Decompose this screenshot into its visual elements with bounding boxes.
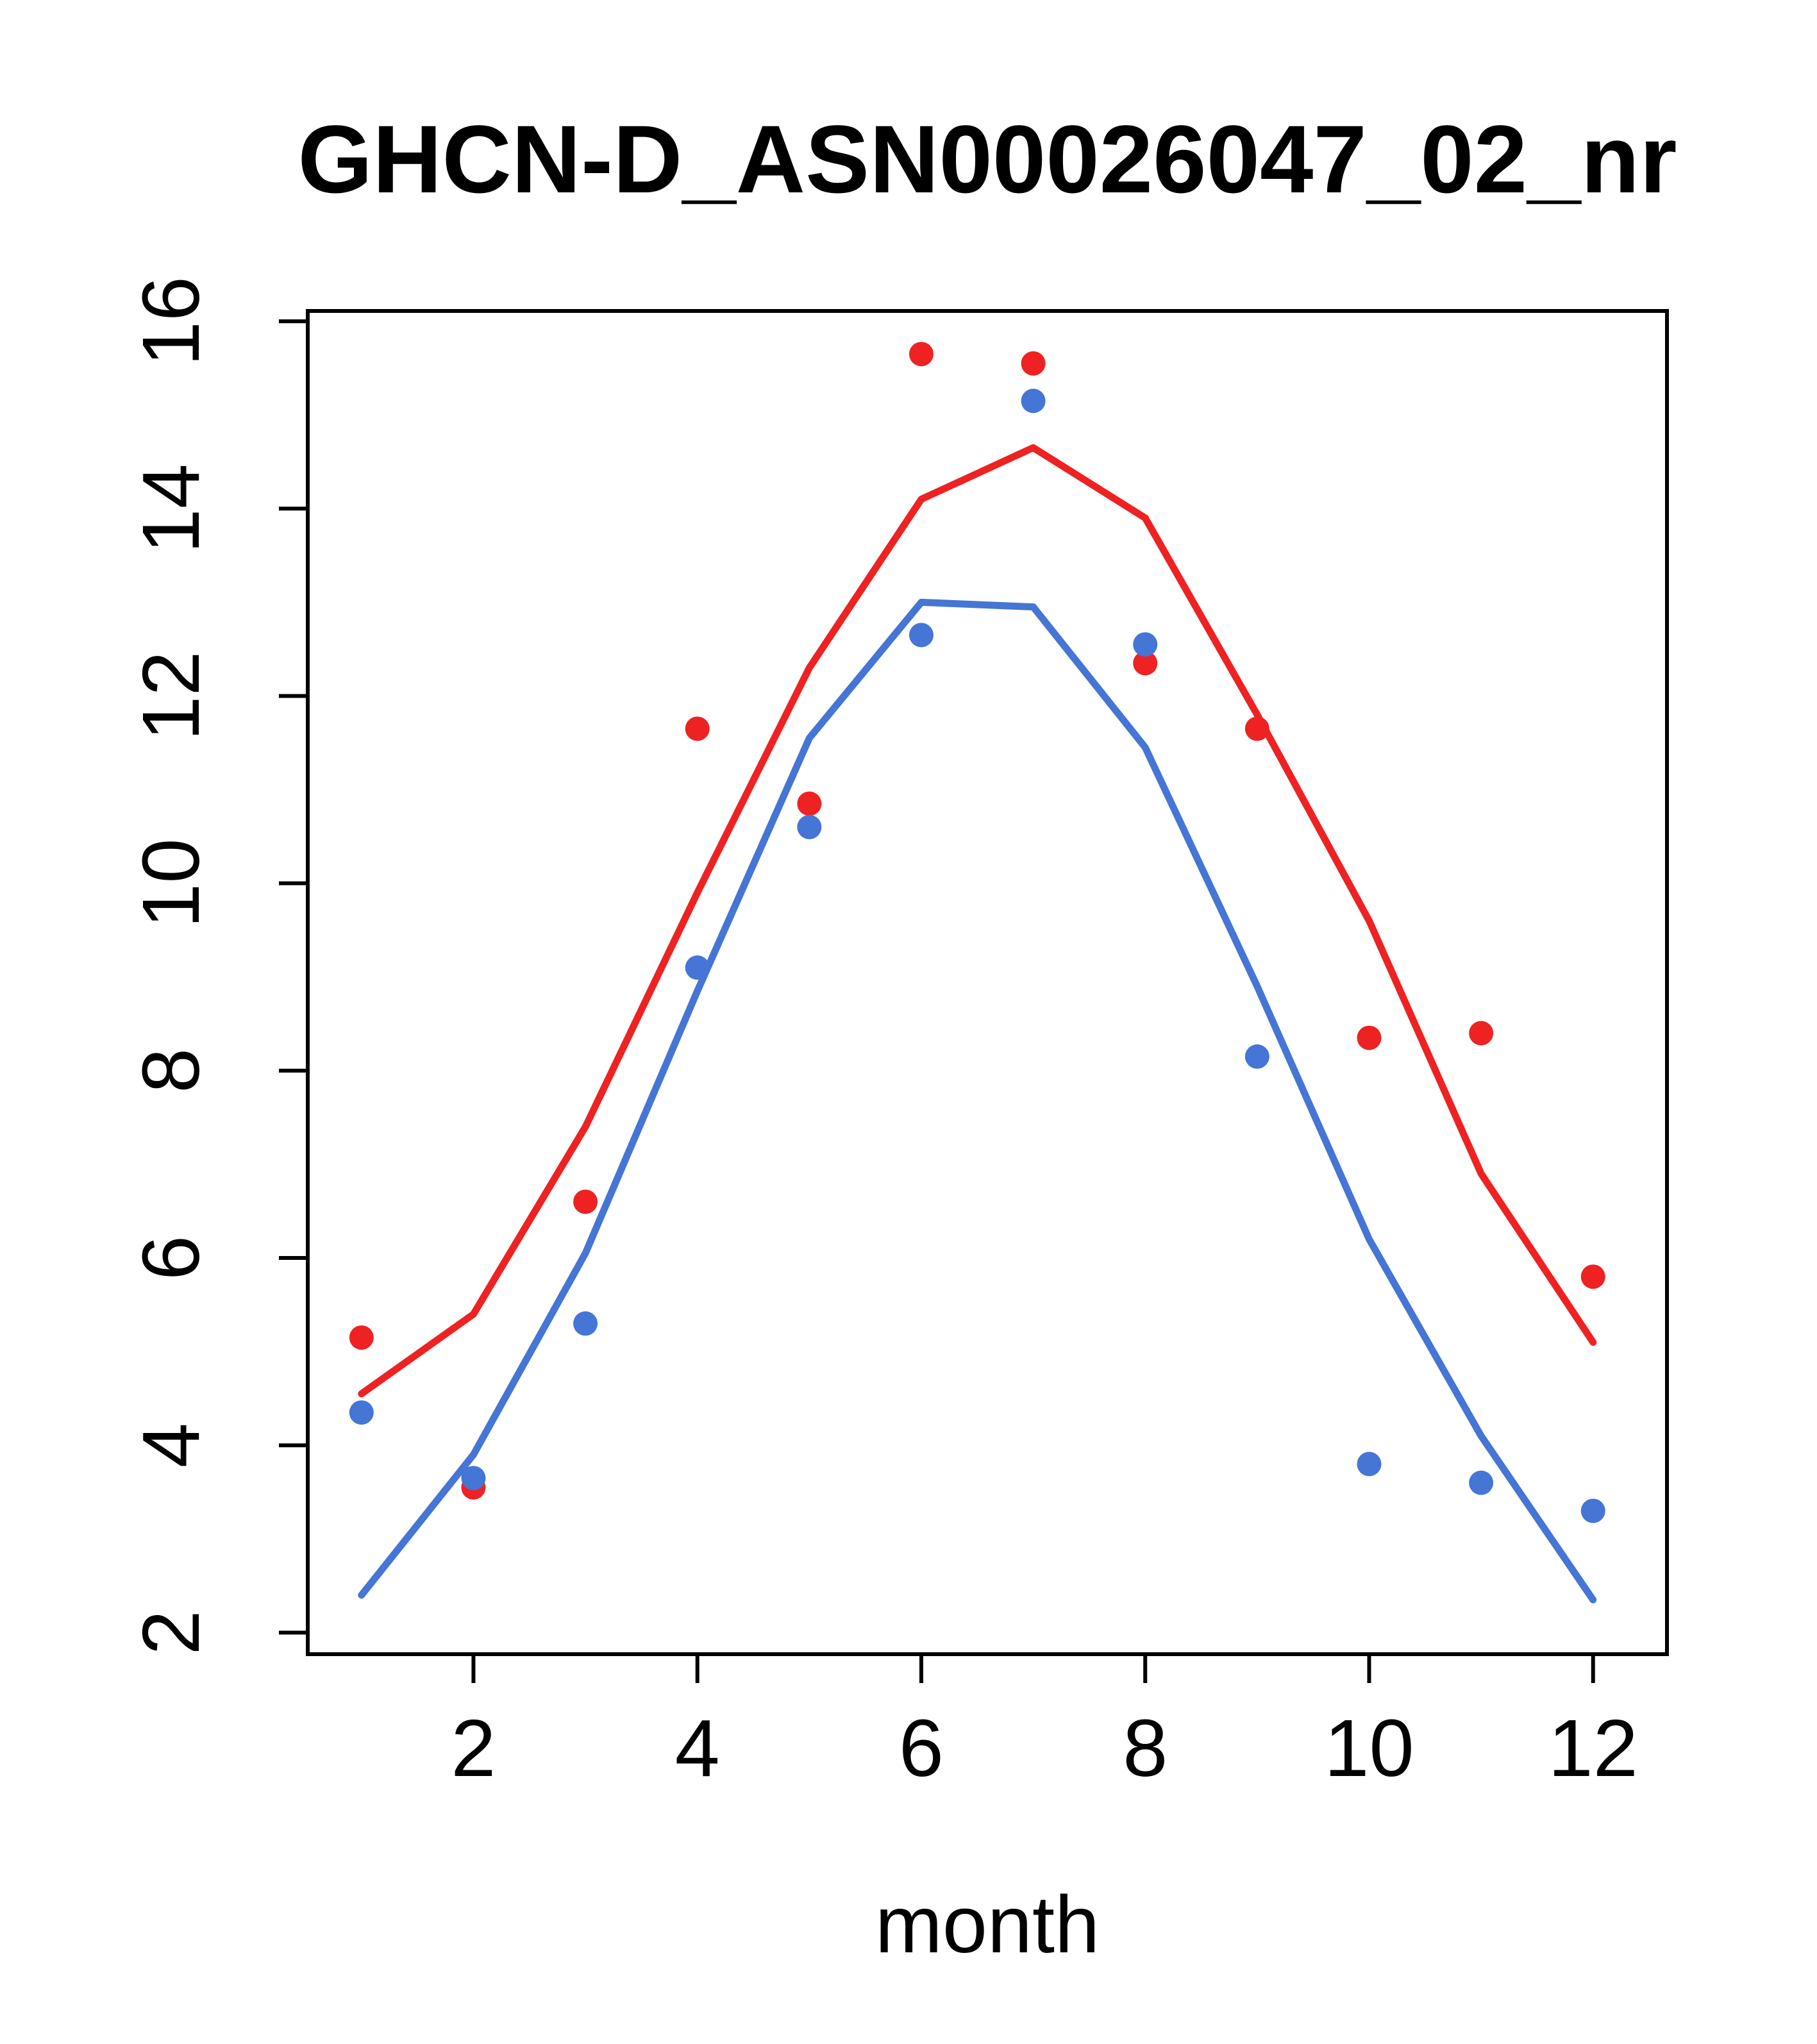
y-tick-label: 16 xyxy=(126,276,216,366)
y-tick-label: 8 xyxy=(126,1048,216,1093)
series-red-fit-line xyxy=(358,444,1597,1398)
point-blue-points xyxy=(573,1311,598,1336)
point-blue-points xyxy=(349,1400,374,1425)
point-red-points xyxy=(797,791,822,816)
point-red-points xyxy=(908,342,934,367)
point-red-points xyxy=(1580,1264,1605,1289)
x-tick-label: 8 xyxy=(1123,1703,1168,1793)
point-blue-points xyxy=(1357,1452,1382,1477)
x-tick-label: 10 xyxy=(1324,1703,1414,1793)
y-tick-label: 14 xyxy=(126,464,216,553)
series-blue-fit-line xyxy=(358,598,1597,1604)
point-blue-points xyxy=(1469,1470,1494,1495)
point-blue-points xyxy=(461,1466,486,1491)
point-red-points xyxy=(1357,1025,1382,1050)
point-blue-points xyxy=(1021,389,1046,414)
y-tick-label: 10 xyxy=(126,839,216,928)
point-red-points xyxy=(1133,651,1158,676)
point-blue-points xyxy=(1133,632,1158,657)
point-red-points xyxy=(685,716,710,741)
chart-title: GHCN-D_ASN00026047_02_nr xyxy=(297,105,1677,213)
point-red-points xyxy=(1469,1021,1494,1046)
point-red-points xyxy=(349,1325,374,1350)
point-red-points xyxy=(1244,716,1269,741)
x-tick-label: 2 xyxy=(451,1703,496,1793)
x-tick-label: 4 xyxy=(675,1703,720,1793)
point-red-points xyxy=(573,1189,598,1214)
y-tick-label: 12 xyxy=(126,651,216,741)
plot-area: 2 4 6 8 10 12 2 4 6 8 10 12 14 16 xyxy=(126,276,1669,1793)
x-tick-label: 6 xyxy=(899,1703,944,1793)
y-tick-label: 2 xyxy=(126,1610,216,1655)
point-blue-points xyxy=(685,955,710,980)
point-blue-points xyxy=(1580,1498,1605,1523)
point-red-points xyxy=(1021,351,1046,376)
point-blue-points xyxy=(1244,1044,1269,1069)
y-tick-label: 6 xyxy=(126,1236,216,1280)
y-tick-label: 4 xyxy=(126,1423,216,1468)
point-blue-points xyxy=(797,814,822,839)
plot-box xyxy=(306,309,1669,1656)
x-tick-label: 12 xyxy=(1548,1703,1638,1793)
x-axis-label: month xyxy=(875,1879,1100,1970)
point-blue-points xyxy=(908,623,934,648)
